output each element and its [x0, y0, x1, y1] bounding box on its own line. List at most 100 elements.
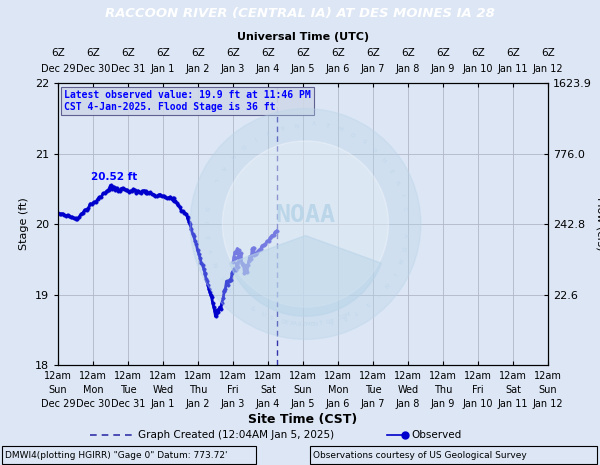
Text: Fri: Fri — [227, 385, 239, 395]
Text: O: O — [203, 206, 209, 211]
Text: H: H — [380, 157, 386, 164]
Y-axis label: Stage (ft): Stage (ft) — [19, 198, 29, 250]
Text: .: . — [265, 314, 269, 319]
Text: Jan 6: Jan 6 — [326, 64, 350, 74]
Text: 12am: 12am — [254, 371, 282, 381]
Text: Jan 12: Jan 12 — [533, 64, 563, 74]
Text: D: D — [400, 246, 406, 251]
Text: T: T — [318, 320, 322, 326]
Text: Sun: Sun — [49, 385, 67, 395]
Text: Jan 6: Jan 6 — [326, 399, 350, 409]
Text: Jan 10: Jan 10 — [463, 399, 493, 409]
Text: Latest observed value: 19.9 ft at 11:46 PM
CST 4-Jan-2025. Flood Stage is 36 ft: Latest observed value: 19.9 ft at 11:46 … — [64, 90, 311, 112]
Text: P: P — [371, 148, 377, 153]
Text: 12am: 12am — [499, 371, 527, 381]
Text: 6Z: 6Z — [331, 48, 345, 58]
Text: Jan 10: Jan 10 — [463, 64, 493, 74]
Text: 12am: 12am — [44, 371, 72, 381]
Text: A: A — [280, 124, 284, 129]
Text: 12am: 12am — [79, 371, 107, 381]
Text: 12am: 12am — [184, 371, 212, 381]
Text: 6Z: 6Z — [156, 48, 170, 58]
Text: Jan 11: Jan 11 — [498, 64, 528, 74]
Text: N: N — [295, 121, 299, 126]
Text: Jan 1: Jan 1 — [151, 399, 175, 409]
Text: R: R — [394, 180, 400, 186]
Text: 6Z: 6Z — [191, 48, 205, 58]
Text: R: R — [341, 313, 347, 319]
Text: Jan 8: Jan 8 — [396, 64, 420, 74]
Bar — [2, 446, 256, 464]
Text: I: I — [399, 194, 404, 197]
Text: Observations courtesy of US Geological Survey: Observations courtesy of US Geological S… — [313, 451, 527, 459]
Text: R: R — [297, 322, 301, 327]
Text: C: C — [203, 221, 208, 225]
Text: S: S — [364, 300, 370, 306]
Text: 12am: 12am — [114, 371, 142, 381]
Y-axis label: Flow (cfs): Flow (cfs) — [596, 197, 600, 251]
Text: M: M — [345, 312, 351, 318]
Text: 12am: 12am — [429, 371, 457, 381]
Text: O: O — [326, 319, 331, 325]
Text: Sat: Sat — [260, 385, 276, 395]
Text: I: I — [253, 135, 257, 140]
Text: Sun: Sun — [293, 385, 313, 395]
Text: 6Z: 6Z — [261, 48, 275, 58]
Text: M: M — [305, 322, 310, 327]
Text: I: I — [391, 271, 395, 275]
Text: Graph Created (12:04AM Jan 5, 2025): Graph Created (12:04AM Jan 5, 2025) — [138, 430, 334, 440]
Text: 6Z: 6Z — [86, 48, 100, 58]
Text: .: . — [273, 317, 276, 322]
Text: Site Time (CST): Site Time (CST) — [248, 412, 358, 425]
Text: Tue: Tue — [119, 385, 136, 395]
Text: N: N — [229, 153, 235, 159]
Text: 12am: 12am — [464, 371, 492, 381]
Text: Wed: Wed — [397, 385, 419, 395]
Text: 6Z: 6Z — [226, 48, 240, 58]
Text: Universal Time (UTC): Universal Time (UTC) — [237, 32, 369, 42]
Text: 12am: 12am — [324, 371, 352, 381]
Text: Wed: Wed — [152, 385, 173, 395]
Circle shape — [223, 141, 389, 307]
Text: Jan 11: Jan 11 — [498, 399, 528, 409]
Text: 12am: 12am — [289, 371, 317, 381]
Text: A: A — [329, 318, 334, 324]
Text: S: S — [361, 139, 367, 146]
Text: 6Z: 6Z — [471, 48, 485, 58]
Text: L: L — [212, 178, 218, 182]
Text: Dec 30: Dec 30 — [76, 64, 110, 74]
Text: Jan 7: Jan 7 — [361, 399, 385, 409]
Text: Jan 9: Jan 9 — [431, 64, 455, 74]
Text: Jan 3: Jan 3 — [221, 64, 245, 74]
Text: &: & — [250, 306, 256, 312]
Text: Jan 7: Jan 7 — [361, 64, 385, 74]
Text: N: N — [314, 321, 318, 326]
Text: I: I — [374, 292, 379, 297]
Text: 6Z: 6Z — [401, 48, 415, 58]
Text: NOAA: NOAA — [275, 203, 335, 227]
Text: C: C — [227, 287, 233, 293]
Text: Dec 29: Dec 29 — [41, 64, 75, 74]
Text: 12am: 12am — [359, 371, 387, 381]
Text: 12am: 12am — [394, 371, 422, 381]
Text: Dec 30: Dec 30 — [76, 399, 110, 409]
Text: Jan 1: Jan 1 — [151, 64, 175, 74]
Circle shape — [190, 109, 421, 339]
Text: P: P — [289, 320, 293, 326]
Text: E: E — [388, 168, 394, 174]
Text: RACCOON RIVER (CENTRAL IA) AT DES MOINES IA 28: RACCOON RIVER (CENTRAL IA) AT DES MOINES… — [105, 7, 495, 20]
Text: Tue: Tue — [365, 385, 382, 395]
Text: A: A — [312, 121, 316, 126]
Text: Jan 5: Jan 5 — [291, 399, 315, 409]
Text: 6Z: 6Z — [506, 48, 520, 58]
Text: U: U — [260, 312, 266, 318]
Text: Jan 9: Jan 9 — [431, 399, 455, 409]
Text: O: O — [341, 313, 347, 320]
Text: C: C — [402, 206, 407, 211]
Text: F: F — [330, 318, 334, 324]
Text: 6Z: 6Z — [366, 48, 380, 58]
Text: 20.52 ft: 20.52 ft — [91, 173, 137, 182]
Text: Thu: Thu — [434, 385, 452, 395]
Text: Dec 31: Dec 31 — [111, 399, 145, 409]
Text: A: A — [403, 233, 408, 237]
